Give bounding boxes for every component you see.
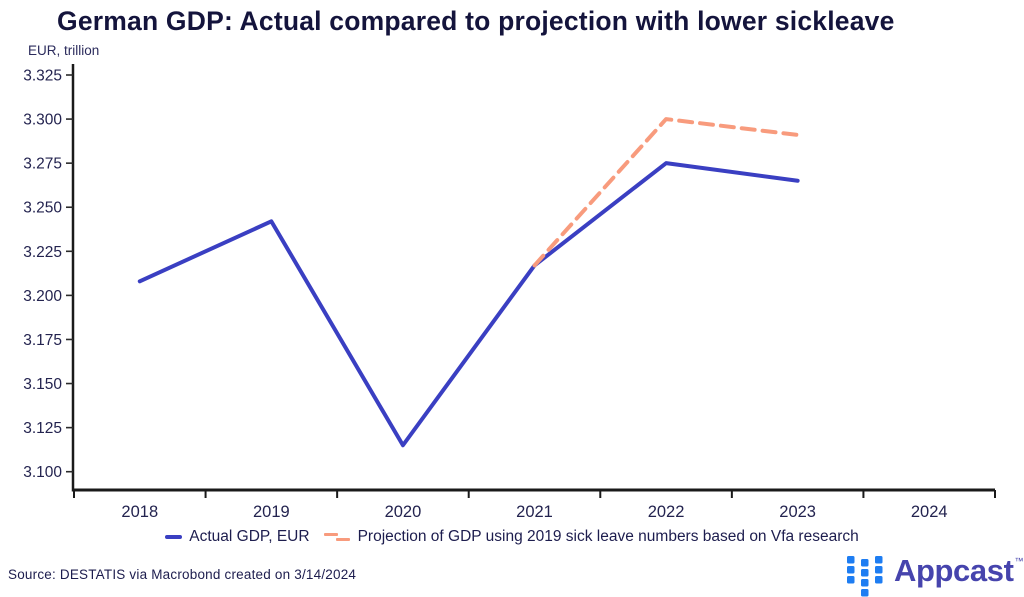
logo-square xyxy=(861,559,869,567)
y-tick-label: 3.225 xyxy=(23,244,62,261)
x-tick-label: 2019 xyxy=(253,503,290,521)
x-tick-label: 2023 xyxy=(779,503,816,521)
brand-logo: Appcast ™ xyxy=(845,551,1024,597)
y-tick-label: 3.275 xyxy=(23,156,62,173)
chart-legend: Actual GDP, EUR Projection of GDP using … xyxy=(0,528,1024,546)
y-tick-label: 3.325 xyxy=(23,68,62,85)
projection-dashed-swatch-icon xyxy=(323,532,351,542)
logo-square xyxy=(847,556,855,564)
legend-item-actual: Actual GDP, EUR xyxy=(165,528,310,546)
y-tick-label: 3.200 xyxy=(23,288,62,305)
appcast-logo-icon xyxy=(847,556,883,597)
y-tick-label: 3.300 xyxy=(23,112,62,129)
brand-name: Appcast xyxy=(894,553,1014,588)
y-tick-label: 3.150 xyxy=(23,376,62,393)
x-tick-label: 2020 xyxy=(385,503,422,521)
logo-square xyxy=(861,569,869,577)
legend-label-projection: Projection of GDP using 2019 sick leave … xyxy=(357,528,859,545)
source-note: Source: DESTATIS via Macrobond created o… xyxy=(8,567,357,582)
logo-square xyxy=(875,556,883,564)
series-line-1 xyxy=(532,117,800,268)
x-tick-label: 2024 xyxy=(911,503,948,521)
y-tick-label: 3.100 xyxy=(23,464,62,481)
logo-square xyxy=(875,566,883,574)
logo-square xyxy=(847,576,855,584)
y-tick-label: 3.125 xyxy=(23,420,62,437)
chart-plot-area: 3.100 3.125 3.150 3.175 3.200 3.225 3.250 3.275… xyxy=(23,64,996,521)
actual-line-swatch-icon xyxy=(165,535,183,539)
x-tick-label: 2021 xyxy=(516,503,553,521)
logo-square xyxy=(861,589,869,597)
y-tick-label: 3.175 xyxy=(23,332,62,349)
chart-title: German GDP: Actual compared to projectio… xyxy=(57,6,895,36)
y-tick-label: 3.250 xyxy=(23,200,62,217)
logo-square xyxy=(861,579,869,587)
logo-square xyxy=(847,566,855,574)
trademark-symbol: ™ xyxy=(1014,556,1024,566)
logo-square xyxy=(875,576,883,584)
legend-label-actual: Actual GDP, EUR xyxy=(189,528,310,545)
x-tick-label: 2022 xyxy=(648,503,685,521)
y-axis-units-label: EUR, trillion xyxy=(28,43,100,58)
legend-item-projection: Projection of GDP using 2019 sick leave … xyxy=(310,528,859,546)
x-tick-label: 2018 xyxy=(121,503,158,521)
series-line-0 xyxy=(137,161,800,448)
